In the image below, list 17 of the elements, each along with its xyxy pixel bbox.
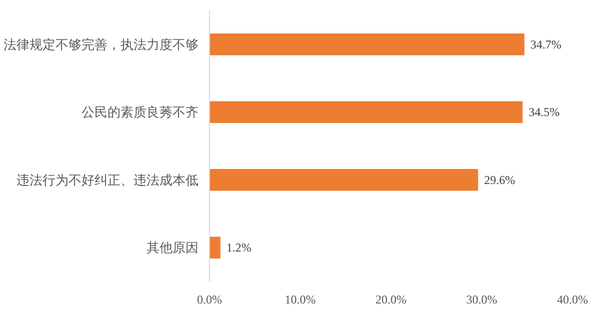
x-tick-label: 30.0% [466,292,498,306]
data-label: 1.2% [226,240,252,255]
data-label: 29.6% [484,172,516,187]
bar [210,101,523,123]
y-tick-label: 法律规定不够完善，执法力度不够 [4,36,198,52]
x-tick-label: 20.0% [376,292,406,306]
y-tick-label: 其他原因 [146,240,198,256]
data-label: 34.5% [528,105,560,120]
data-label: 34.7% [530,37,562,52]
y-tick-label: 公民的素质良莠不齐 [82,104,198,120]
x-tick-label: 40.0% [557,292,588,306]
bar [210,169,478,191]
bar [210,34,524,56]
y-tick-label: 违法行为不好纠正、违法成本低 [16,172,198,188]
bar [210,236,220,258]
x-tick-label: 0.0% [197,292,222,306]
x-tick-label: 10.0% [284,292,316,306]
